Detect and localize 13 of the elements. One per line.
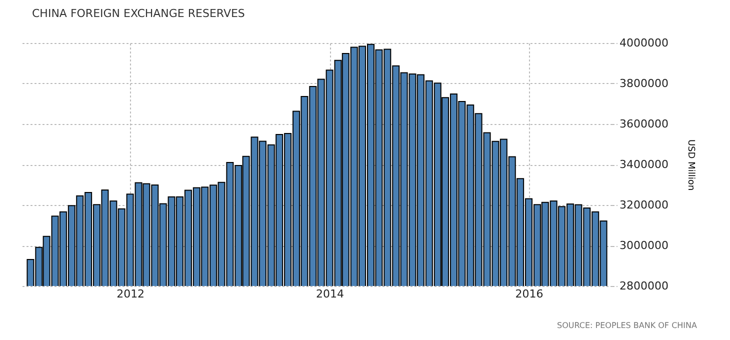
x-tick-label: 2016 (515, 288, 544, 300)
y-axis-title: USD Million (685, 139, 696, 191)
source-note: SOURCE: PEOPLES BANK OF CHINA (557, 321, 698, 330)
x-tick-label: 2014 (316, 288, 344, 300)
y-tick-label: 3000000 (620, 239, 668, 252)
x-tick-label: 2012 (116, 288, 145, 300)
y-tick-label: 3400000 (620, 158, 668, 171)
y-tick-label: 4000000 (620, 36, 668, 50)
y-tick-label: 2800000 (620, 280, 668, 292)
chart-title: CHINA FOREIGN EXCHANGE RESERVES (32, 7, 245, 20)
y-tick-label: 3800000 (620, 77, 668, 90)
y-tick-label: 3600000 (620, 118, 668, 130)
y-tick-label: 3200000 (620, 198, 668, 212)
